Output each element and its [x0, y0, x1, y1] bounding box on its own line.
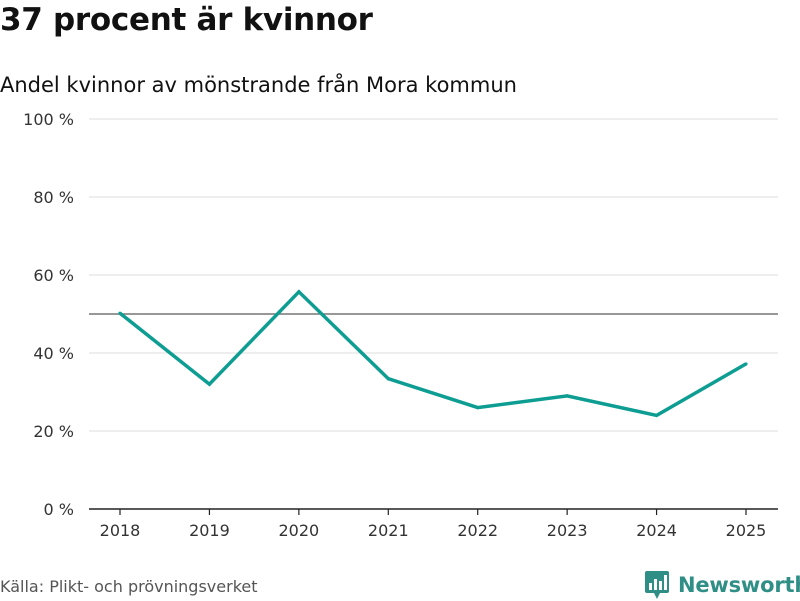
gridlines [89, 118, 778, 432]
chart-subtitle: Andel kvinnor av mönstrande från Mora ko… [0, 73, 517, 97]
series [118, 289, 748, 418]
x-tick-label: 2018 [100, 521, 141, 540]
data-point [297, 290, 301, 294]
source-note: Källa: Plikt- och prövningsverket [0, 577, 258, 596]
x-tick-label: 2024 [636, 521, 677, 540]
y-tick-label: 80 % [33, 188, 74, 207]
y-tick-label: 40 % [33, 344, 74, 363]
data-point [386, 377, 390, 381]
data-point [654, 413, 659, 417]
x-tick-label: 2023 [547, 521, 588, 540]
series-line [118, 289, 747, 418]
data-point [744, 362, 748, 366]
y-tick-label: 20 % [33, 422, 74, 441]
newsworthy-logo: Newsworthy [644, 569, 800, 601]
data-point [207, 382, 212, 386]
brand-name: Newsworthy [678, 573, 800, 597]
chart-title: 37 procent är kvinnor [0, 2, 373, 38]
newsworthy-logo-icon [645, 571, 669, 599]
x-tick-label: 2025 [726, 521, 767, 540]
y-tick-label: 0 % [44, 500, 74, 519]
x-tick-label: 2022 [457, 521, 498, 540]
x-tick-label: 2019 [189, 521, 230, 540]
y-tick-label: 100 % [23, 110, 74, 129]
y-tick-label: 60 % [33, 266, 74, 285]
data-point [118, 311, 122, 315]
x-tick-label: 2021 [368, 521, 409, 540]
data-point [476, 406, 480, 410]
axes [89, 508, 778, 515]
data-point [565, 394, 569, 398]
tick-labels: 0 % 20 % 40 % 60 % 80 % 100 % 2018 2019 2020 2021… [23, 110, 766, 540]
x-tick-label: 2020 [278, 521, 319, 540]
